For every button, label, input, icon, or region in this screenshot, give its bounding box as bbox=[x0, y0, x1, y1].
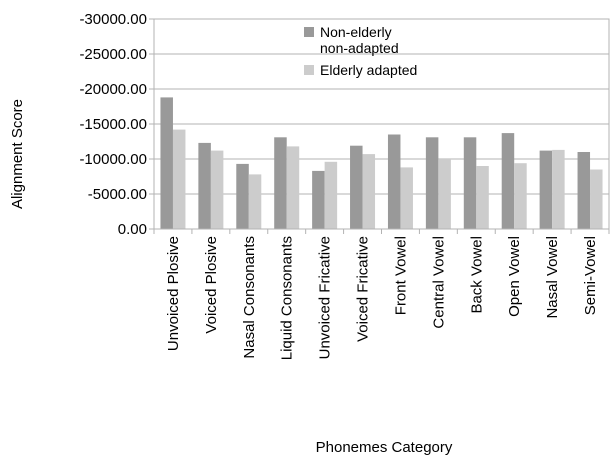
bar-non-elderly-non-adapted-nasal-consonants bbox=[236, 163, 249, 229]
y-tick-labels: -30000.00 -25000.00 -20000.00 -15000.00 -100… bbox=[79, 11, 147, 238]
bar-elderly-adapted-semi-vowel bbox=[590, 169, 603, 229]
bar-non-elderly-non-adapted-voiced-plosive bbox=[198, 142, 211, 229]
y-tick-label: 0.00 bbox=[118, 221, 147, 238]
x-tick-label-back-vowel: Back Vowel bbox=[468, 236, 485, 314]
bar-non-elderly-non-adapted-semi-vowel bbox=[577, 152, 591, 229]
legend-label-non-elderly: Non-elderly non-adapted bbox=[320, 24, 399, 56]
bar-non-elderly-non-adapted-nasal-vowel bbox=[539, 150, 553, 229]
legend: Non-elderly non-adapted Elderly adapted bbox=[304, 24, 417, 78]
bar-non-elderly-non-adapted-back-vowel bbox=[463, 137, 477, 229]
x-tick-label-liquid-consonants: Liquid Consonants bbox=[279, 236, 296, 360]
bar-elderly-adapted-nasal-vowel bbox=[552, 149, 565, 229]
legend-label-elderly: Elderly adapted bbox=[320, 62, 417, 78]
bar-elderly-adapted-open-vowel bbox=[514, 163, 527, 229]
x-tick-label-voiced-fricative: Voiced Fricative bbox=[355, 236, 372, 342]
x-tick-label-central-vowel: Central Vowel bbox=[430, 236, 447, 329]
x-tick-labels: Unvoiced Plosive Voiced Plosive Nasal Cons… bbox=[165, 236, 599, 360]
bars bbox=[160, 97, 603, 230]
y-tick-label: -30000.00 bbox=[79, 11, 147, 28]
bar-elderly-adapted-liquid-consonants bbox=[286, 146, 300, 229]
bar-non-elderly-non-adapted-open-vowel bbox=[501, 133, 515, 229]
x-tick-label-open-vowel: Open Vowel bbox=[506, 236, 523, 317]
bar-elderly-adapted-voiced-fricative bbox=[362, 154, 376, 229]
bar-elderly-adapted-front-vowel bbox=[400, 167, 413, 229]
bar-non-elderly-non-adapted-unvoiced-plosive bbox=[160, 97, 173, 230]
x-tick-label-nasal-vowel: Nasal Vowel bbox=[544, 236, 561, 319]
y-tick-label: -25000.00 bbox=[79, 46, 147, 63]
bar-non-elderly-non-adapted-front-vowel bbox=[387, 134, 401, 229]
legend-swatch-elderly bbox=[304, 65, 314, 75]
bar-non-elderly-non-adapted-central-vowel bbox=[425, 137, 439, 229]
x-tick-label-front-vowel: Front Vowel bbox=[392, 236, 409, 315]
bar-elderly-adapted-voiced-plosive bbox=[210, 150, 224, 229]
y-tick-label: -15000.00 bbox=[79, 116, 147, 133]
bar-elderly-adapted-central-vowel bbox=[438, 159, 451, 229]
y-axis-title: Alignment Score bbox=[9, 99, 26, 209]
y-tick-label: -10000.00 bbox=[79, 151, 147, 168]
x-axis-title: Phonemes Category bbox=[316, 439, 453, 456]
bar-elderly-adapted-unvoiced-plosive bbox=[172, 129, 186, 229]
x-tick-label-nasal-consonants: Nasal Consonants bbox=[241, 236, 258, 359]
bar-non-elderly-non-adapted-voiced-fricative bbox=[350, 145, 363, 229]
y-tick-label: -20000.00 bbox=[79, 81, 147, 98]
bar-elderly-adapted-nasal-consonants bbox=[248, 174, 262, 229]
plot-frame bbox=[153, 18, 610, 230]
x-tick-label-semi-vowel: Semi-Vowel bbox=[582, 236, 599, 315]
bar-non-elderly-non-adapted-unvoiced-fricative bbox=[312, 170, 325, 229]
y-tick-label: -5000.00 bbox=[88, 186, 147, 203]
x-tick-label-unvoiced-fricative: Unvoiced Fricative bbox=[317, 236, 334, 359]
bar-non-elderly-non-adapted-liquid-consonants bbox=[274, 137, 287, 229]
bar-elderly-adapted-unvoiced-fricative bbox=[324, 161, 338, 229]
bar-elderly-adapted-back-vowel bbox=[476, 166, 489, 229]
x-tick-label-unvoiced-plosive: Unvoiced Plosive bbox=[165, 236, 182, 351]
axes bbox=[153, 18, 610, 230]
x-tick-label-voiced-plosive: Voiced Plosive bbox=[203, 236, 220, 334]
legend-swatch-non-elderly bbox=[304, 27, 314, 37]
